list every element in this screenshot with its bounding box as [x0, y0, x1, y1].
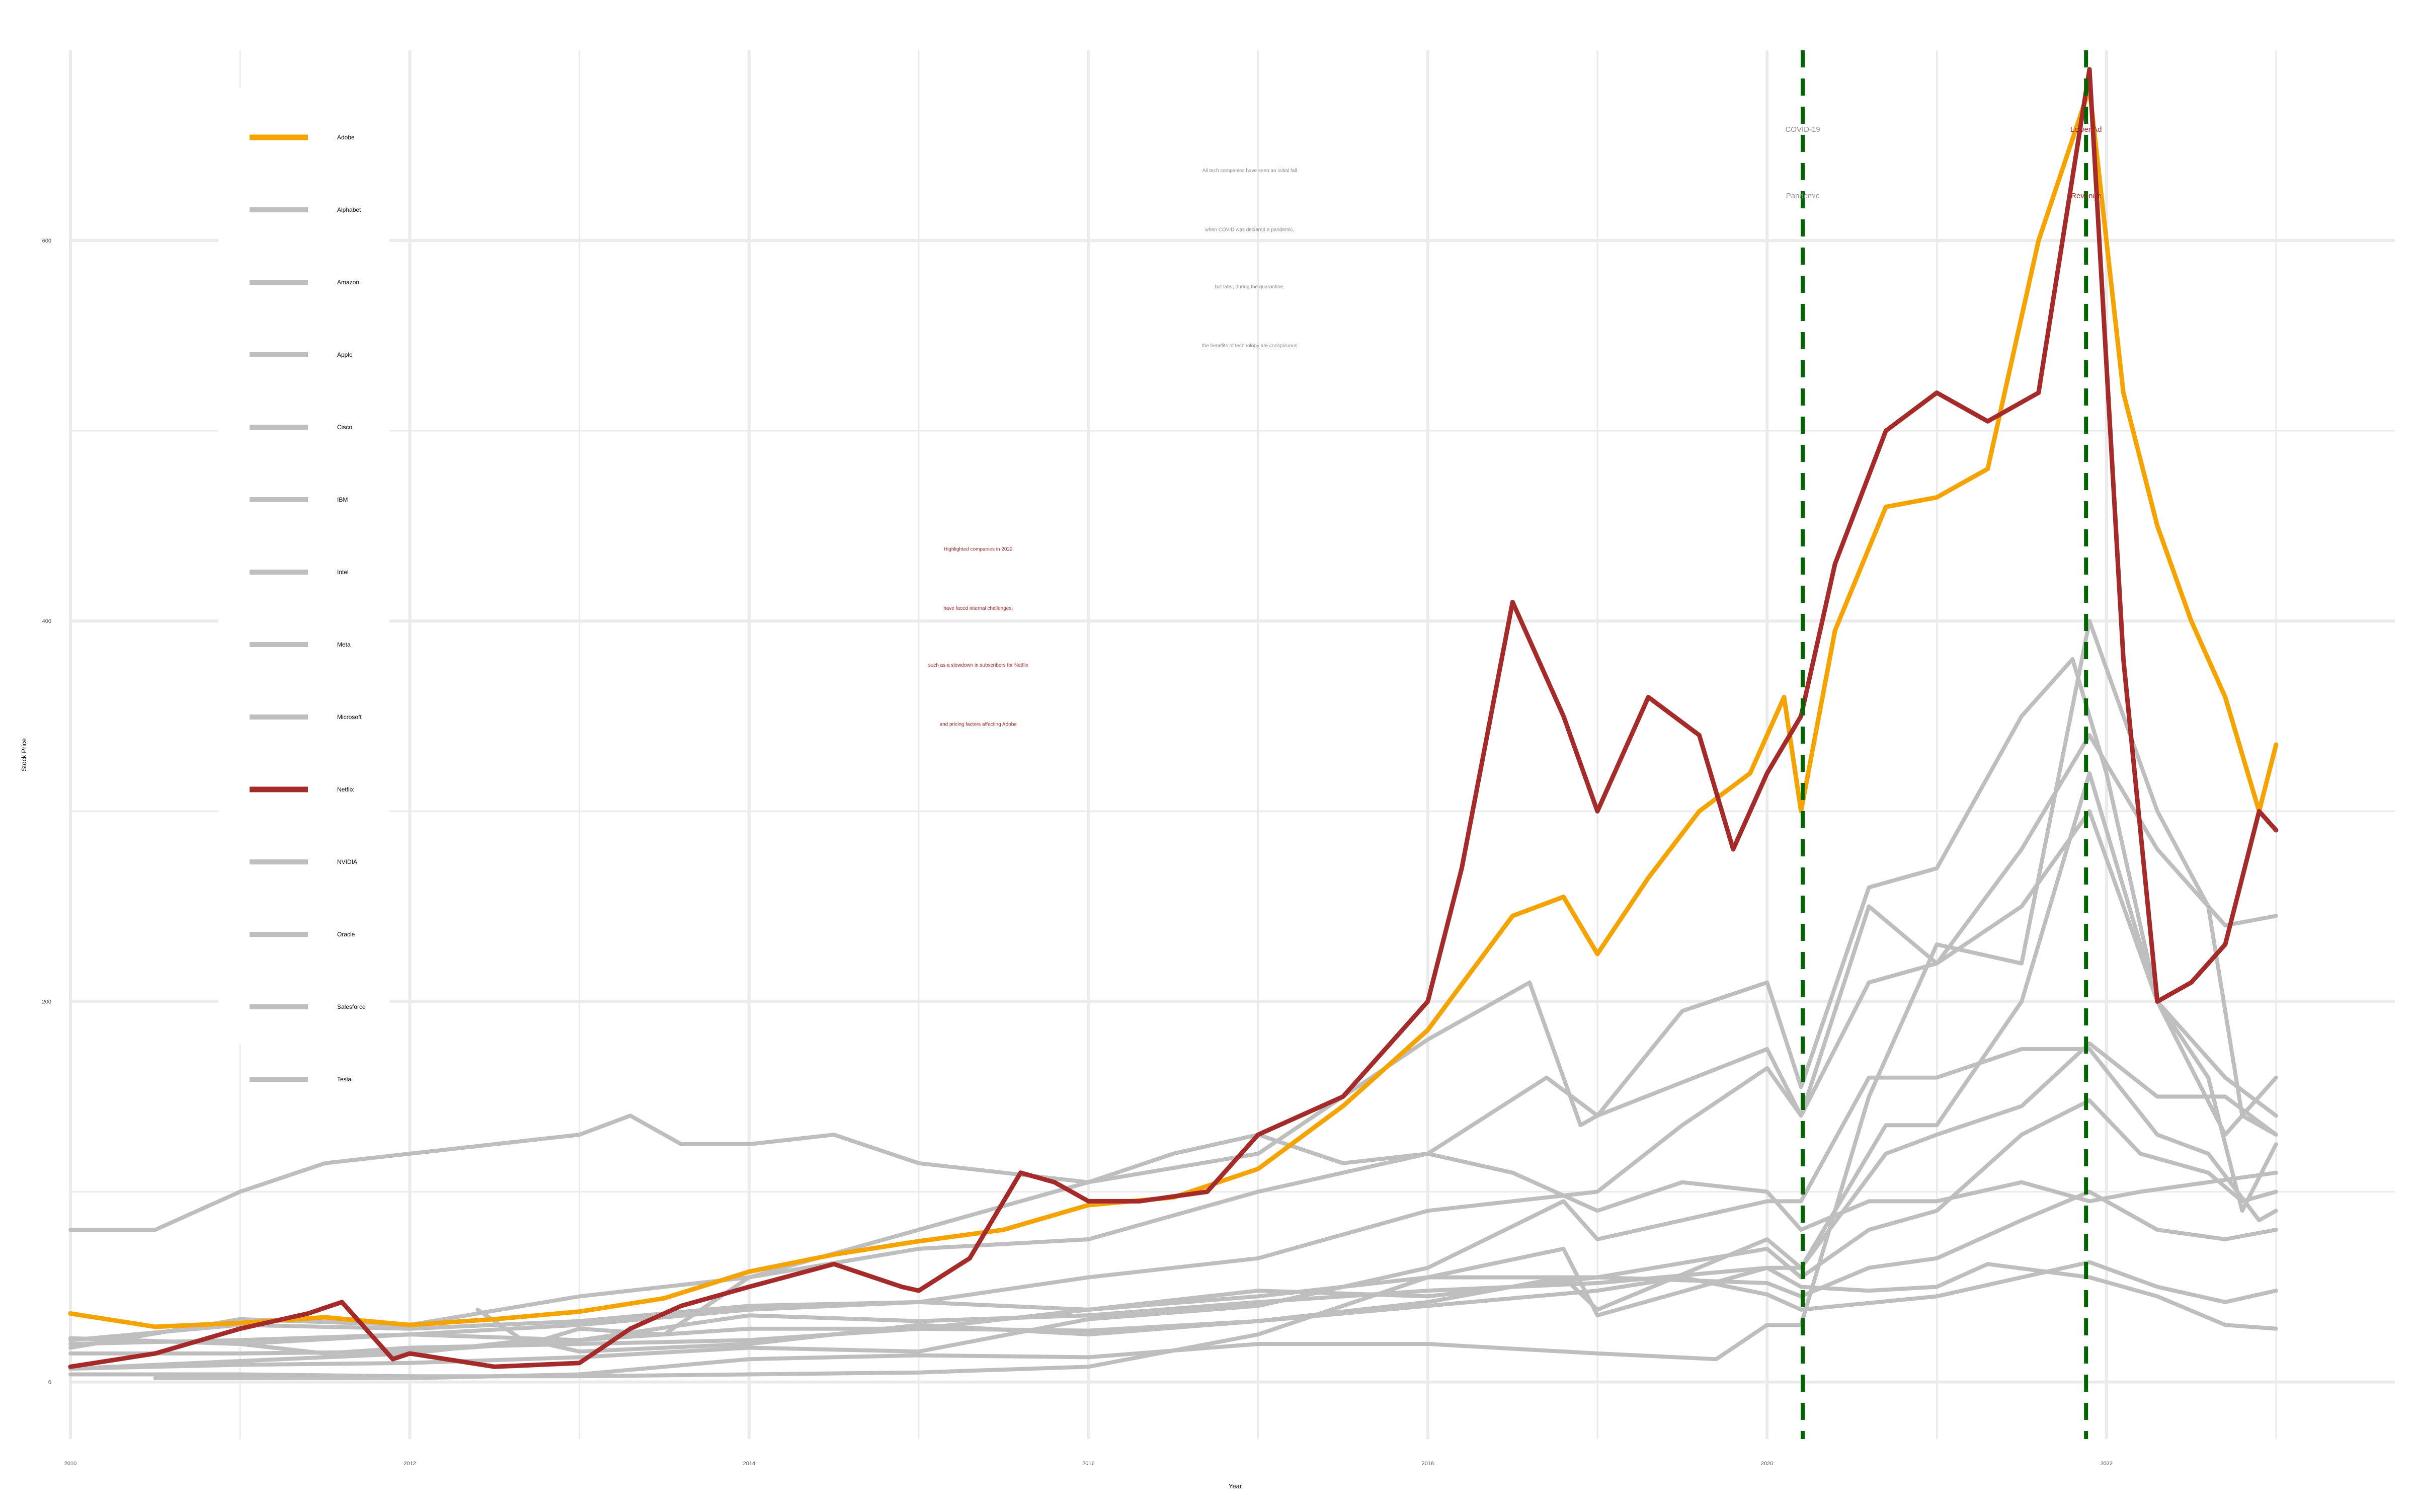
annotation-text: but later, during the quarantine,: [1215, 284, 1284, 290]
series-line-oracle: [68, 1189, 2278, 1342]
axis-layer: Year Stock Price 0 200 400 600 2010 2012 2014 2…: [20, 238, 2113, 1490]
legend-label: Apple: [337, 351, 353, 358]
series-line-salesforce: [68, 809, 2278, 1350]
y-tick-label: 400: [42, 618, 51, 624]
series-line-microsoft: [68, 733, 2278, 1346]
legend-label: Cisco: [337, 424, 352, 431]
y-axis-title: Stock Price: [20, 738, 28, 771]
series-line-cisco: [68, 1260, 2278, 1356]
legend-label: Tesla: [337, 1076, 351, 1083]
x-tick-label: 2016: [1082, 1461, 1094, 1467]
series-line-amazon: [68, 1047, 2278, 1371]
legend-label: IBM: [337, 496, 348, 503]
series-line-netflix: [68, 67, 2279, 1369]
legend: Adobe Alphabet Amazon Apple Cisco IBM Intel Met…: [218, 88, 389, 1083]
event-layer: COVID-19 Pandemic Lower Ad Revenue: [1786, 50, 2102, 1439]
y-tick-label: 600: [42, 238, 51, 244]
legend-label: Oracle: [337, 931, 355, 938]
annotation-text: when COVID was declared a pandemic,: [1204, 227, 1294, 232]
annotation-text: the benefits of technology are conspicuo…: [1202, 343, 1298, 349]
annotation-text: and pricing factors affecting Adobe: [940, 722, 1017, 727]
annotation-text: such as a slowdown in subscribers for Ne…: [928, 663, 1028, 668]
annotation-layer: All tech companies have seen an initial …: [928, 168, 1298, 727]
event-label: Revenue: [2071, 192, 2101, 200]
series-layer: [68, 67, 2279, 1380]
legend-label: Microsoft: [337, 713, 362, 721]
legend-label: Adobe: [337, 134, 355, 141]
series-line-nvidia: [68, 771, 2278, 1379]
series-line-adobe: [68, 86, 2279, 1329]
legend-label: Netflix: [337, 786, 354, 793]
event-label: COVID-19: [1786, 125, 1820, 134]
y-tick-label: 0: [48, 1380, 51, 1386]
series-line-ibm: [68, 1113, 2278, 1232]
legend-label: Amazon: [337, 279, 359, 286]
x-tick-label: 2020: [1761, 1461, 1773, 1467]
series-line-alphabet: [68, 1098, 2278, 1356]
x-axis-title: Year: [1229, 1482, 1242, 1490]
annotation-text: have faced internal challenges,: [943, 606, 1013, 611]
legend-label: Salesforce: [337, 1003, 366, 1010]
annotation-text: Highlighted companies in 2022: [944, 547, 1013, 552]
series-line-apple: [68, 1041, 2278, 1371]
legend-label: NVIDIA: [337, 858, 357, 865]
x-tick-label: 2018: [1422, 1461, 1434, 1467]
legend-background: [218, 88, 389, 1044]
event-label: Pandemic: [1786, 192, 1820, 200]
annotation-text: All tech companies have seen an initial …: [1202, 168, 1297, 174]
legend-label: Meta: [337, 641, 351, 648]
series-line-tesla: [153, 619, 2278, 1380]
x-tick-label: 2012: [404, 1461, 416, 1467]
event-label: Lower Ad: [2070, 125, 2102, 134]
x-tick-label: 2010: [64, 1461, 76, 1467]
y-tick-label: 200: [42, 999, 51, 1005]
legend-label: Intel: [337, 569, 349, 576]
grid-layer: [69, 50, 2395, 1439]
x-tick-label: 2014: [743, 1461, 755, 1467]
x-tick-label: 2022: [2100, 1461, 2112, 1467]
series-line-intel: [68, 1262, 2278, 1346]
legend-label: Alphabet: [337, 206, 361, 213]
series-line-meta: [475, 657, 2278, 1346]
